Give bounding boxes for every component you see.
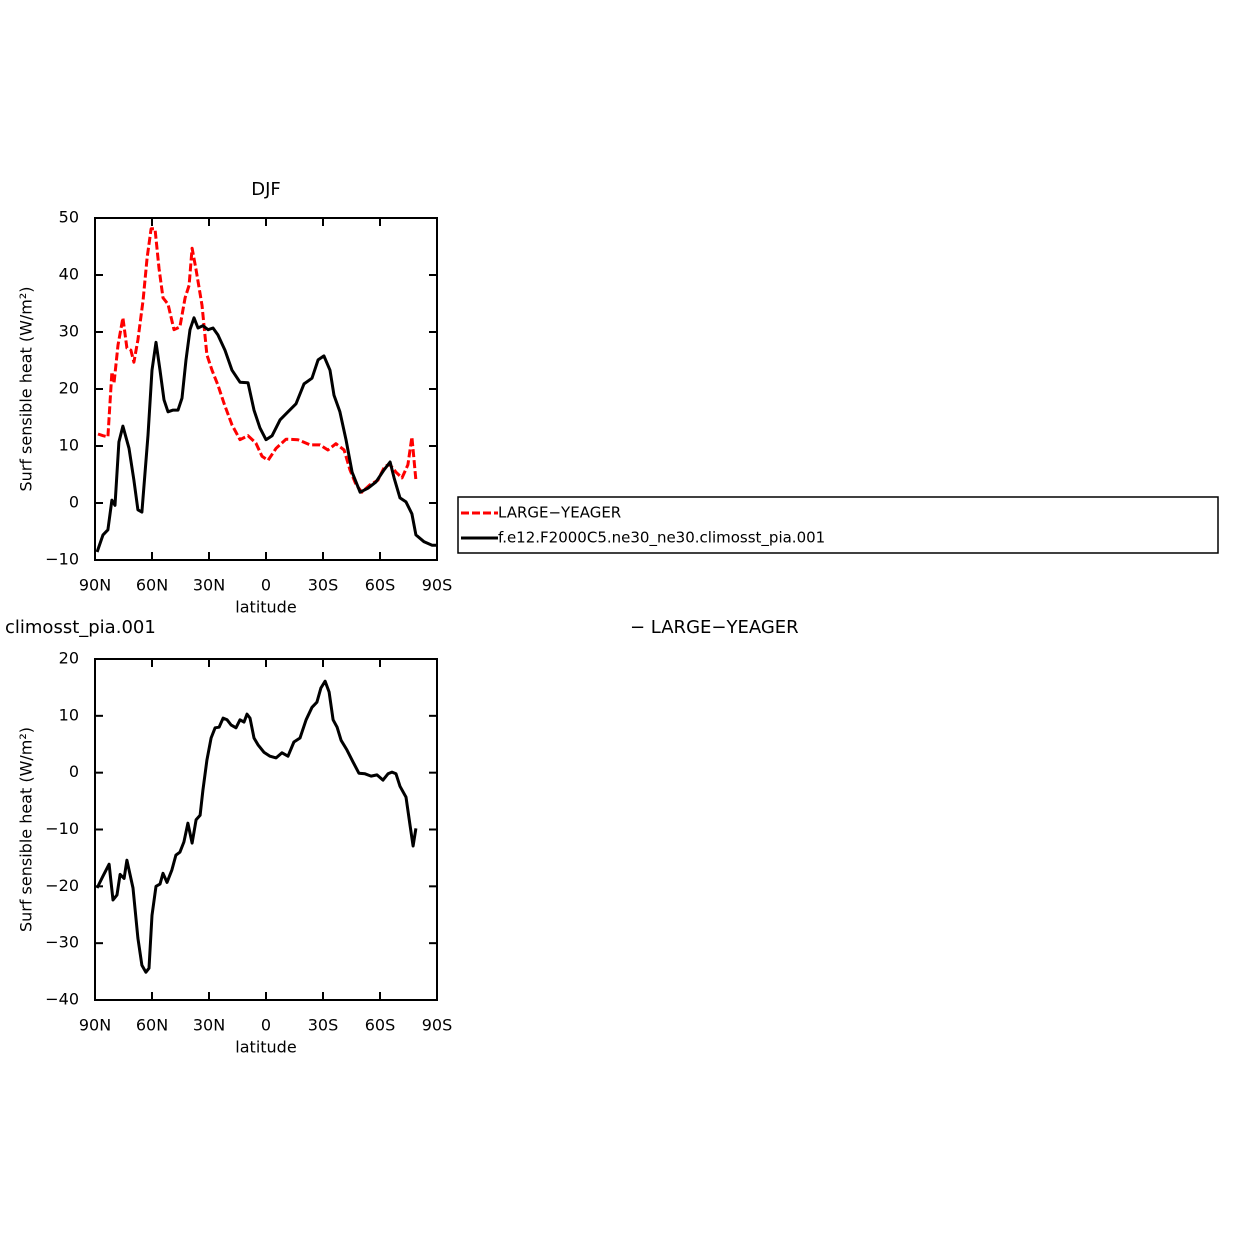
y-tick-label: 0 — [69, 493, 79, 512]
x-tick-label: 90S — [422, 576, 453, 595]
x-tick-label: 30S — [308, 1016, 339, 1035]
x-tick-label: 0 — [261, 1016, 271, 1035]
data-line — [95, 316, 437, 553]
x-tick-label: 90N — [79, 1016, 111, 1035]
x-tick-label: 60S — [365, 1016, 396, 1035]
y-tick-label: 10 — [59, 705, 79, 724]
chart-title: climosst_pia.001 — [5, 617, 156, 638]
x-tick-label: 60S — [365, 576, 396, 595]
y-tick-label: −20 — [45, 876, 79, 895]
y-tick-label: −40 — [45, 990, 79, 1009]
y-tick-label: 20 — [59, 379, 79, 398]
x-tick-label: 90N — [79, 576, 111, 595]
x-tick-label: 90S — [422, 1016, 453, 1035]
chart-title: DJF — [251, 179, 281, 200]
x-axis-label: latitude — [235, 598, 296, 617]
x-axis-label: latitude — [235, 1038, 296, 1057]
y-tick-label: 40 — [59, 265, 79, 284]
data-line — [95, 679, 418, 974]
chart-subtitle: − LARGE−YEAGER — [630, 617, 799, 638]
y-tick-label: −30 — [45, 933, 79, 952]
y-tick-label: −10 — [45, 550, 79, 569]
plot-frame — [94, 658, 438, 1001]
legend-box — [457, 496, 1219, 554]
x-tick-label: 30S — [308, 576, 339, 595]
y-tick-label: 20 — [59, 649, 79, 668]
x-tick-label: 60N — [136, 576, 168, 595]
legend-label: f.e12.F2000C5.ne30_ne30.climosst_pia.001 — [498, 529, 825, 548]
y-axis-label: Surf sensible heat (W/m²) — [17, 727, 36, 932]
y-tick-label: 10 — [59, 436, 79, 455]
legend-label: LARGE−YEAGER — [498, 504, 621, 522]
y-tick-label: 50 — [59, 208, 79, 227]
y-tick-label: 30 — [59, 322, 79, 341]
y-tick-label: 0 — [69, 762, 79, 781]
x-tick-label: 60N — [136, 1016, 168, 1035]
x-tick-label: 0 — [261, 576, 271, 595]
y-tick-label: −10 — [45, 819, 79, 838]
x-tick-label: 30N — [193, 1016, 225, 1035]
y-axis-label: Surf sensible heat (W/m²) — [17, 286, 36, 491]
plot-frame — [94, 217, 438, 561]
x-tick-label: 30N — [193, 576, 225, 595]
